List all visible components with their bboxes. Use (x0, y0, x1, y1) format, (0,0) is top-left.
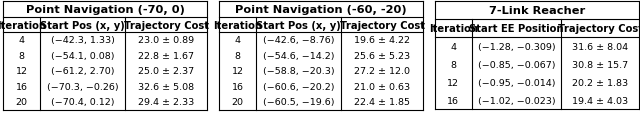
Text: 30.8 ± 15.7: 30.8 ± 15.7 (572, 60, 628, 69)
Text: Start EE Position: Start EE Position (469, 24, 564, 34)
Text: (−58.8, −20.3): (−58.8, −20.3) (263, 67, 334, 76)
Text: Start Pos (x, y): Start Pos (x, y) (40, 20, 125, 30)
Text: 12: 12 (232, 67, 243, 76)
Text: Iteration: Iteration (0, 20, 46, 30)
Text: 21.0 ± 0.63: 21.0 ± 0.63 (354, 82, 410, 91)
Text: Trajectory Cost: Trajectory Cost (340, 20, 424, 30)
Text: 29.4 ± 2.33: 29.4 ± 2.33 (138, 98, 195, 106)
Text: 7-Link Reacher: 7-Link Reacher (489, 6, 585, 16)
Text: (−1.02, −0.023): (−1.02, −0.023) (477, 96, 556, 105)
Text: (−54.6, −14.2): (−54.6, −14.2) (263, 52, 334, 60)
Text: (−60.5, −19.6): (−60.5, −19.6) (263, 98, 334, 106)
Text: 16: 16 (15, 82, 28, 91)
Text: 12: 12 (447, 78, 460, 87)
Text: Trajectory Cost: Trajectory Cost (557, 24, 640, 34)
Text: 4: 4 (234, 36, 241, 45)
Text: 16: 16 (232, 82, 243, 91)
Text: 27.2 ± 12.0: 27.2 ± 12.0 (354, 67, 410, 76)
Text: (−54.1, 0.08): (−54.1, 0.08) (51, 52, 115, 60)
Text: 4: 4 (19, 36, 24, 45)
Text: 12: 12 (15, 67, 28, 76)
Text: 8: 8 (451, 60, 456, 69)
Text: 20: 20 (232, 98, 243, 106)
Text: (−70.4, 0.12): (−70.4, 0.12) (51, 98, 115, 106)
Text: 22.8 ± 1.67: 22.8 ± 1.67 (138, 52, 194, 60)
Text: 20.2 ± 1.83: 20.2 ± 1.83 (572, 78, 628, 87)
Text: Trajectory Cost: Trajectory Cost (124, 20, 209, 30)
Text: Start Pos (x, y): Start Pos (x, y) (256, 20, 341, 30)
Text: (−61.2, 2.70): (−61.2, 2.70) (51, 67, 115, 76)
Text: 23.0 ± 0.89: 23.0 ± 0.89 (138, 36, 194, 45)
Text: Iteration: Iteration (429, 24, 478, 34)
Text: Iteration: Iteration (213, 20, 262, 30)
Text: 4: 4 (451, 42, 456, 51)
Text: (−1.28, −0.309): (−1.28, −0.309) (477, 42, 556, 51)
Text: Point Navigation (-70, 0): Point Navigation (-70, 0) (26, 5, 184, 15)
Text: 8: 8 (19, 52, 24, 60)
Text: 25.6 ± 5.23: 25.6 ± 5.23 (354, 52, 410, 60)
Text: (−60.6, −20.2): (−60.6, −20.2) (263, 82, 334, 91)
Text: 19.4 ± 4.03: 19.4 ± 4.03 (572, 96, 628, 105)
Text: 32.6 ± 5.08: 32.6 ± 5.08 (138, 82, 194, 91)
Text: (−0.95, −0.014): (−0.95, −0.014) (477, 78, 556, 87)
Text: (−42.3, 1.33): (−42.3, 1.33) (51, 36, 115, 45)
Text: (−70.3, −0.26): (−70.3, −0.26) (47, 82, 118, 91)
Text: 16: 16 (447, 96, 460, 105)
Text: 8: 8 (234, 52, 241, 60)
Text: 25.0 ± 2.37: 25.0 ± 2.37 (138, 67, 194, 76)
Text: (−42.6, −8.76): (−42.6, −8.76) (263, 36, 334, 45)
Text: 20: 20 (15, 98, 28, 106)
Text: 19.6 ± 4.22: 19.6 ± 4.22 (354, 36, 410, 45)
Text: (−0.85, −0.067): (−0.85, −0.067) (477, 60, 556, 69)
Text: 31.6 ± 8.04: 31.6 ± 8.04 (572, 42, 628, 51)
Text: Point Navigation (-60, -20): Point Navigation (-60, -20) (235, 5, 407, 15)
Text: 22.4 ± 1.85: 22.4 ± 1.85 (354, 98, 410, 106)
